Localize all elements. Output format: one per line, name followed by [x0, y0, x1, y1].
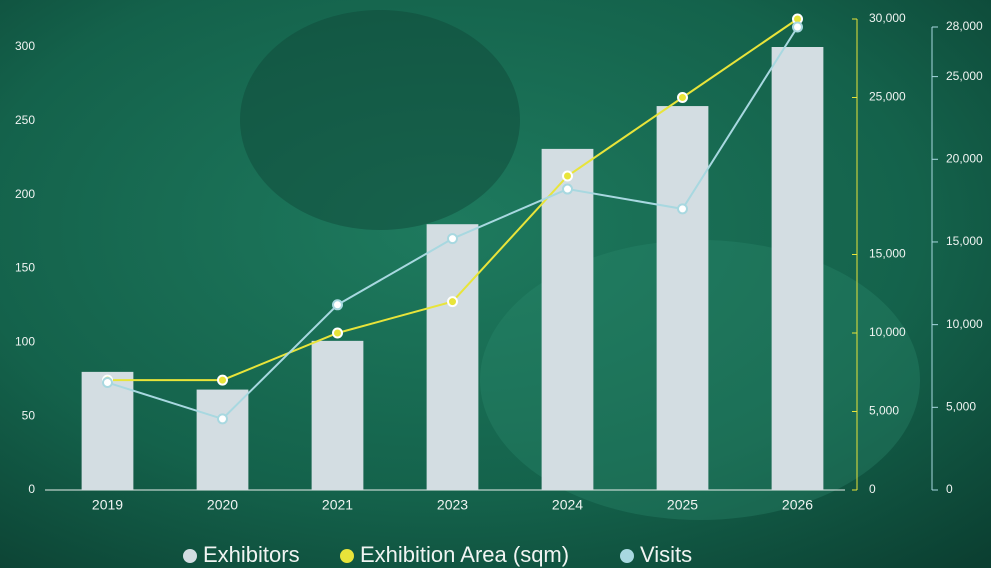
- point: [562, 183, 573, 195]
- x-tick-label: 2026: [782, 497, 813, 513]
- y3-tick-label: 15,000: [946, 234, 983, 248]
- y-tick-label: 200: [15, 187, 35, 201]
- y3-tick-label: 28,000: [946, 19, 983, 33]
- x-tick-label: 2024: [552, 497, 583, 513]
- y3-tick-label: 25,000: [946, 69, 983, 83]
- point: [447, 233, 458, 245]
- y-tick-label: 0: [28, 482, 35, 496]
- legend-label: Exhibitors: [203, 542, 300, 567]
- y2-tick-label: 25,000: [869, 90, 906, 104]
- y-tick-label: 50: [22, 408, 36, 422]
- y-tick-label: 250: [15, 113, 35, 127]
- y2-tick-label: 15,000: [869, 247, 906, 261]
- y3-tick-label: 0: [946, 482, 953, 496]
- point: [217, 413, 228, 425]
- x-tick-label: 2023: [437, 497, 468, 513]
- point: [332, 327, 343, 339]
- x-tick-label: 2019: [92, 497, 123, 513]
- y3-tick-label: 10,000: [946, 317, 983, 331]
- point: [447, 296, 458, 308]
- bar: [81, 371, 134, 490]
- legend-label: Visits: [640, 542, 692, 567]
- y3-tick-label: 5,000: [946, 399, 976, 413]
- y2-tick-label: 5,000: [869, 404, 899, 418]
- legend-marker: [183, 549, 197, 563]
- y2-tick-label: 10,000: [869, 325, 906, 339]
- point: [677, 92, 688, 103]
- y2-tick-label: 0: [869, 482, 876, 496]
- point: [332, 299, 343, 311]
- legend-marker: [620, 549, 634, 563]
- legend-label: Exhibition Area (sqm): [360, 542, 569, 567]
- bar: [311, 340, 364, 490]
- y-tick-label: 100: [15, 335, 35, 349]
- point: [562, 170, 573, 182]
- point: [792, 21, 803, 33]
- point: [677, 203, 688, 215]
- bar: [426, 224, 479, 490]
- bar: [541, 148, 594, 490]
- photo-shade: [240, 10, 520, 230]
- x-tick-label: 2025: [667, 497, 698, 513]
- point: [102, 377, 113, 389]
- bar: [196, 389, 249, 490]
- bar: [656, 106, 709, 491]
- legend-marker: [340, 549, 354, 563]
- y3-tick-label: 20,000: [946, 151, 983, 165]
- bar: [771, 47, 824, 490]
- y-tick-label: 150: [15, 261, 35, 275]
- x-tick-label: 2020: [207, 497, 238, 513]
- y-tick-label: 300: [15, 39, 35, 53]
- x-tick-label: 2021: [322, 497, 353, 513]
- point: [217, 374, 228, 386]
- y2-tick-label: 30,000: [869, 11, 906, 25]
